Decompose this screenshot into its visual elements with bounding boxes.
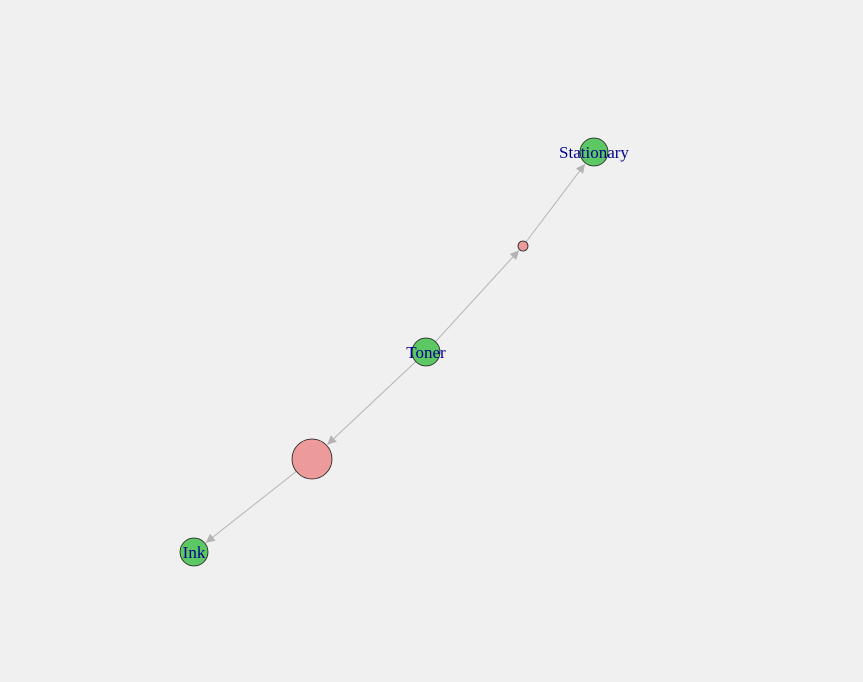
node-ink — [179, 537, 209, 567]
node-toner — [411, 337, 441, 367]
node-stationary — [579, 137, 609, 167]
node-label-ink: Ink — [183, 543, 206, 562]
node-rule-large — [291, 438, 333, 480]
node-rule-small — [517, 240, 529, 252]
edge-rule-large-to-ink — [205, 470, 297, 544]
edge-toner-to-rule-large — [326, 361, 417, 445]
edges-layer — [205, 163, 586, 544]
edge-toner-to-rule-small — [435, 250, 520, 343]
node-label-stationary: Stationary — [559, 143, 629, 162]
node-label-toner: Toner — [406, 343, 446, 362]
edge-rule-small-to-stationary — [525, 163, 586, 243]
labels-layer: Stationary Toner Ink — [183, 143, 630, 562]
nodes-layer — [179, 137, 609, 567]
